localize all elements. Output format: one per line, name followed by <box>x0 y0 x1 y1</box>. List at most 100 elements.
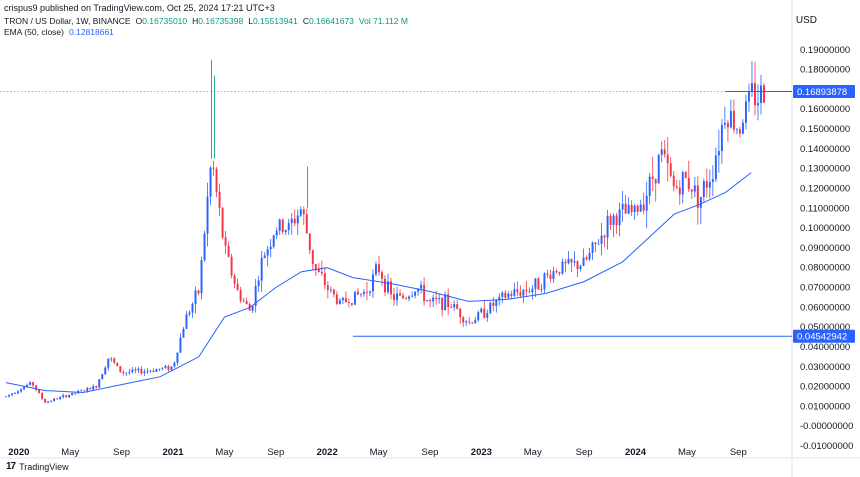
candle-body <box>507 293 510 298</box>
y-tick-label: 0.15000000 <box>800 124 850 135</box>
candle-body <box>8 394 10 397</box>
candle-body <box>456 304 459 309</box>
candle-body <box>368 291 371 293</box>
candle-body <box>338 300 341 304</box>
candle-body <box>23 386 26 390</box>
candle-body <box>567 259 570 264</box>
x-tick-label: Sep <box>730 447 747 458</box>
candle-body <box>531 288 534 293</box>
candle-body <box>191 304 194 313</box>
candle-body <box>38 389 41 394</box>
candle-body <box>387 281 389 293</box>
y-tick-label: 0.04000000 <box>800 342 850 353</box>
candle-body <box>110 358 113 360</box>
candle-body <box>636 205 639 212</box>
candle-body <box>582 257 585 267</box>
candle-body <box>194 290 197 305</box>
candle-body <box>753 83 756 106</box>
candle-body <box>711 179 714 183</box>
candle-body <box>176 352 179 363</box>
x-tick-label: May <box>370 447 388 458</box>
candle-body <box>323 273 326 286</box>
candle-body <box>675 186 678 188</box>
x-tick-label: Sep <box>422 447 439 458</box>
candle-body <box>134 369 137 371</box>
candle-body <box>441 297 444 311</box>
candle-body <box>513 289 516 296</box>
candle-body <box>396 293 399 301</box>
y-tick-label: 0.12000000 <box>800 183 850 194</box>
candle-body <box>757 103 759 106</box>
candle-body <box>486 313 489 318</box>
candle-body <box>347 302 350 304</box>
candle-body <box>92 386 95 390</box>
candle-body <box>29 382 32 385</box>
candle-body <box>525 289 528 292</box>
candle-body <box>296 215 299 224</box>
candle-body <box>266 249 269 256</box>
candle-body <box>98 379 101 388</box>
candle-body <box>344 298 347 303</box>
candle-body <box>26 384 29 387</box>
candle-body <box>182 328 185 338</box>
candle-body <box>462 317 465 323</box>
candle-body <box>402 295 405 299</box>
candle-body <box>474 320 477 324</box>
candle-body <box>125 372 128 374</box>
candle-body <box>326 285 329 290</box>
candle-body <box>378 264 380 273</box>
candle-body <box>639 204 642 212</box>
x-tick-label: 2024 <box>625 447 647 458</box>
candle-body <box>218 191 221 208</box>
candle-body <box>573 261 576 263</box>
candle-body <box>242 300 245 302</box>
candle-body <box>510 293 513 296</box>
candle-body <box>444 294 447 311</box>
x-tick-label: May <box>215 447 233 458</box>
candle-body <box>381 272 383 279</box>
candle-body <box>408 296 411 299</box>
candle-body <box>356 291 359 295</box>
candle-body <box>606 215 609 238</box>
price-label-box <box>793 85 855 99</box>
candle-body <box>140 368 143 374</box>
candle-body <box>161 367 164 369</box>
y-tick-label: 0.10000000 <box>800 223 850 234</box>
y-tick-label: 0.08000000 <box>800 263 850 274</box>
candle-body <box>254 286 257 307</box>
candle-body <box>468 321 471 323</box>
candle-body <box>564 261 567 264</box>
candle-body <box>591 242 594 253</box>
candle-body <box>173 362 176 367</box>
candle-body <box>290 218 293 224</box>
candle-body <box>362 291 365 294</box>
x-tick-label: May <box>678 447 696 458</box>
ohlc-close: C0.16641673 <box>302 16 354 26</box>
candle-body <box>633 205 636 213</box>
y-tick-label: 0.09000000 <box>800 243 850 254</box>
candle-body <box>281 219 284 233</box>
candle-body <box>332 289 335 295</box>
y-tick-label: 0.18000000 <box>800 65 850 76</box>
y-tick-label: 0.19000000 <box>800 45 850 56</box>
candle-body <box>224 237 227 246</box>
candle-body <box>236 283 239 291</box>
candle-body <box>104 367 107 375</box>
candle-body <box>14 393 17 395</box>
candle-body <box>80 390 83 392</box>
chart-legend: TRON / US Dollar, 1W, BINANCE O0.1673501… <box>4 16 408 38</box>
candle-body <box>504 292 507 298</box>
candle-body <box>729 111 732 128</box>
y-tick-label: 0.06000000 <box>800 302 850 313</box>
candle-body <box>353 291 356 305</box>
candle-body <box>760 85 762 104</box>
candle-body <box>501 292 504 297</box>
candle-body <box>200 260 203 294</box>
candle-body <box>669 163 672 176</box>
ohlc-low: L0.15513941 <box>248 16 298 26</box>
candle-body <box>429 300 432 302</box>
brand-name: TradingView <box>19 461 69 472</box>
candle-body <box>555 271 558 273</box>
candle-body <box>245 301 248 304</box>
